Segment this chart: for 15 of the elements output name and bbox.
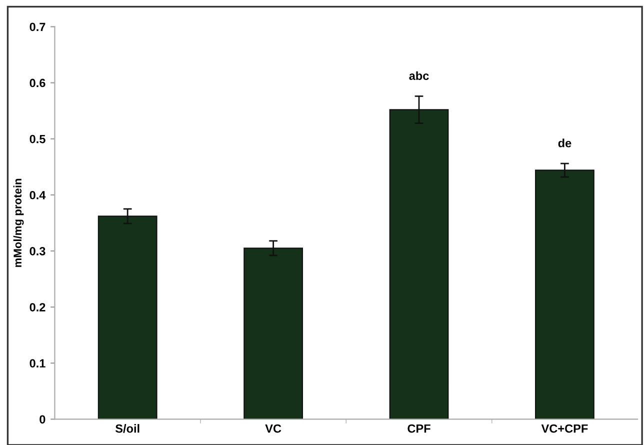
y-tick-label: 0.6	[30, 78, 46, 88]
y-axis-title: mMol/mg protein	[13, 178, 24, 267]
y-tick-label: 0.3	[30, 247, 46, 256]
annotation: de	[558, 138, 572, 148]
x-tick-label: VC	[265, 424, 282, 433]
y-tick-label: 0	[40, 415, 46, 424]
y-tick-label: 0.5	[30, 134, 46, 144]
y-tick-label: 0.7	[30, 22, 46, 32]
y-tick-label: 0.1	[30, 359, 46, 368]
y-tick-label: 0.4	[30, 190, 46, 200]
y-tick-label: 0.2	[30, 303, 46, 312]
x-tick-label: CPF	[408, 424, 430, 433]
x-tick-label: S/oil	[115, 424, 140, 433]
annotation: abc	[409, 71, 429, 80]
x-tick-label: VC+CPF	[541, 424, 588, 433]
